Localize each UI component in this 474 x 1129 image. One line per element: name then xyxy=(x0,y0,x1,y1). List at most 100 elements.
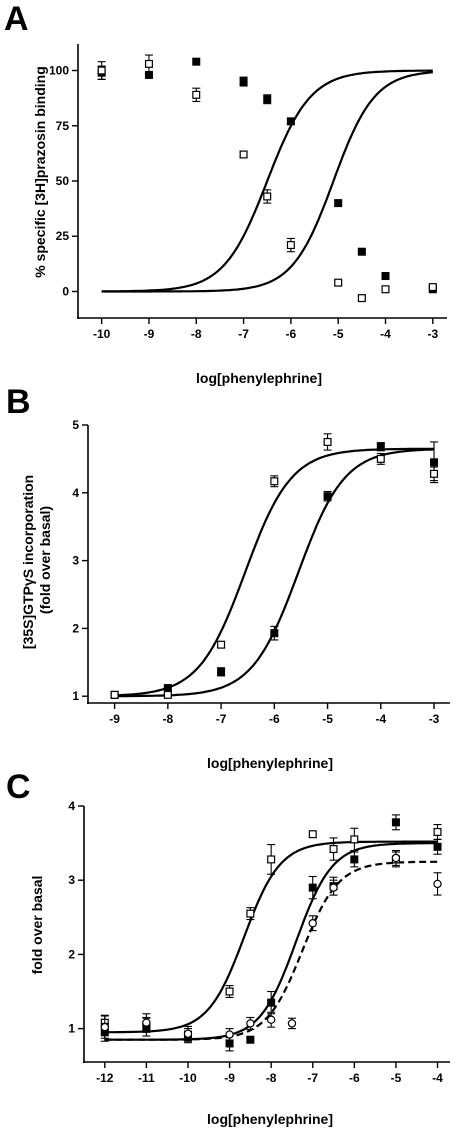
panel-a-x-tick-label: -10 xyxy=(93,327,111,341)
panel-a-fit-curve-1 xyxy=(101,71,433,293)
panel-c-point-open-circle xyxy=(225,1030,234,1039)
panel-b-letter: B xyxy=(6,383,31,421)
panel-a-x-tick-label: -6 xyxy=(286,327,297,341)
panel-c-point-open-circle xyxy=(142,1018,151,1027)
panel-b-x-axis-title: log[phenylephrine] xyxy=(207,755,333,771)
panel-c-point-open-square xyxy=(350,835,359,844)
panel-c-point-open-circle xyxy=(329,883,338,892)
panel-a-x-tick-label: -3 xyxy=(427,327,438,341)
panel-a-fit-curve-2 xyxy=(101,69,433,293)
panel-c-x-tick-label: -11 xyxy=(138,1071,155,1085)
panel-b-x-tick-label: -4 xyxy=(375,712,386,726)
panel-c-fit-curve-1 xyxy=(104,840,438,1034)
panel-a-x-tick-label: -7 xyxy=(238,327,249,341)
panel-c-point-open-circle xyxy=(308,919,317,928)
panel-a-x-tick-label: -4 xyxy=(380,327,391,341)
panel-c-x-tick-label: -6 xyxy=(349,1071,360,1085)
panel-c-y-tick-label: 1 xyxy=(68,1022,75,1036)
panel-c-point-open-square xyxy=(329,845,338,854)
panel-c-point-open-circle xyxy=(246,1019,255,1028)
panel-b-y-axis-title-line1: [35S]GTPγS incorporation xyxy=(20,475,36,649)
panel-b-y-tick-label: 1 xyxy=(72,689,79,703)
panel-b-point-open-square xyxy=(323,437,332,446)
panel-b-y-tick-label: 4 xyxy=(72,486,79,500)
panel-b-point-open-square xyxy=(217,640,226,649)
panel-c: C fold over basal log[phenylephrine] -12… xyxy=(6,768,450,1127)
panel-c-x-tick-label: -12 xyxy=(96,1071,114,1085)
panel-b-point-open-square xyxy=(110,690,119,699)
panel-a-y-tick-label: 0 xyxy=(62,284,69,298)
panel-b: B [35S]GTPγS incorporation (fold over ba… xyxy=(6,383,450,771)
panel-a-y-tick-label: 100 xyxy=(49,64,69,78)
panel-c-point-open-circle xyxy=(266,1015,276,1024)
panel-c-point-filled-square xyxy=(350,855,359,864)
panel-a-point-open-square xyxy=(357,294,366,303)
panel-c-x-axis-title: log[phenylephrine] xyxy=(207,1111,333,1127)
panel-c-point-open-circle xyxy=(183,1029,193,1039)
panel-c-point-filled-square xyxy=(267,998,276,1007)
panel-a-letter: A xyxy=(4,0,29,38)
panel-b-point-filled-square xyxy=(376,442,385,451)
panel-b-y-axis-title-line2: (fold over basal) xyxy=(37,506,53,614)
panel-b-point-open-square xyxy=(163,690,172,699)
panel-a-point-filled-square xyxy=(357,247,366,256)
panel-c-x-tick-label: -8 xyxy=(266,1071,277,1085)
panel-a-y-tick-label: 25 xyxy=(56,229,70,243)
panel-b-point-open-square xyxy=(270,477,279,486)
panel-b-x-tick-label: -5 xyxy=(322,712,333,726)
panel-c-point-open-circle xyxy=(391,853,401,863)
panel-b-point-filled-square xyxy=(217,667,226,676)
panel-b-y-tick-label: 2 xyxy=(72,621,79,635)
panel-a-point-open-square xyxy=(381,285,390,294)
panel-c-point-open-square xyxy=(267,855,276,864)
panel-c-point-open-square xyxy=(308,830,317,839)
panel-a-y-tick-label: 75 xyxy=(56,119,70,133)
panel-c-x-tick-label: -4 xyxy=(432,1071,443,1085)
panel-b-point-filled-square xyxy=(270,629,279,638)
panel-b-x-tick-label: -9 xyxy=(109,712,120,726)
panel-a-x-tick-label: -5 xyxy=(333,327,344,341)
panel-c-letter: C xyxy=(6,768,31,806)
panel-a-point-open-square xyxy=(97,66,106,75)
panel-c-y-tick-label: 3 xyxy=(68,873,75,887)
panel-a-x-tick-label: -8 xyxy=(191,327,202,341)
panel-a-point-filled-square xyxy=(239,77,248,86)
panel-a-y-axis-title: % specific [3H]prazosin binding xyxy=(32,66,48,278)
panel-a-point-filled-square xyxy=(263,95,272,104)
panel-a-point-open-square xyxy=(334,278,343,287)
panel-c-y-tick-label: 4 xyxy=(68,799,75,813)
panel-c-x-tick-label: -9 xyxy=(224,1071,235,1085)
panel-a-point-open-square xyxy=(192,90,201,99)
panel-c-point-filled-square xyxy=(246,1035,255,1044)
panel-b-y-tick-label: 3 xyxy=(72,554,79,568)
panel-b-x-tick-label: -7 xyxy=(216,712,227,726)
panel-a: A % specific [3H]prazosin binding log[ph… xyxy=(4,0,447,386)
panel-b-point-open-square xyxy=(430,469,439,478)
panel-a-point-filled-square xyxy=(334,199,343,208)
panel-a-x-tick-label: -9 xyxy=(144,327,155,341)
panel-a-x-axis-title: log[phenylephrine] xyxy=(196,370,322,386)
panel-b-point-open-square xyxy=(376,454,385,463)
panel-b-point-filled-square xyxy=(163,684,172,693)
panel-c-point-filled-square xyxy=(433,842,442,851)
panel-a-y-tick-label: 50 xyxy=(56,174,70,188)
panel-c-point-open-circle xyxy=(287,1019,297,1028)
panel-b-x-tick-label: -3 xyxy=(429,712,440,726)
panel-c-point-open-square xyxy=(246,909,255,918)
panel-c-x-tick-label: -10 xyxy=(179,1071,197,1085)
panel-c-x-tick-label: -7 xyxy=(307,1071,318,1085)
panel-c-point-open-circle xyxy=(100,1022,109,1032)
panel-c-y-axis-title: fold over basal xyxy=(29,876,45,975)
panel-b-y-tick-label: 5 xyxy=(72,418,79,432)
panel-a-point-filled-square xyxy=(192,57,201,66)
panel-c-point-filled-square xyxy=(308,883,317,892)
panel-c-point-open-circle xyxy=(433,879,442,889)
panel-a-point-filled-square xyxy=(381,272,390,281)
panel-a-point-open-square xyxy=(263,192,272,201)
panel-b-y-axis-title: [35S]GTPγS incorporation (fold over basa… xyxy=(20,471,53,649)
panel-c-fit-curve-3 xyxy=(104,860,438,1041)
panel-a-point-open-square xyxy=(239,150,248,159)
panel-b-point-filled-square xyxy=(323,492,332,501)
panel-c-point-filled-square xyxy=(391,818,400,827)
